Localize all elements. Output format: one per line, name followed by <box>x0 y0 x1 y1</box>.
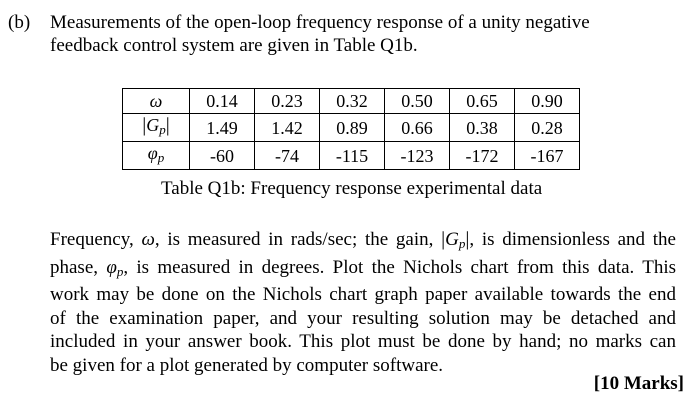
intro-line-2: feedback control system are given in Tab… <box>50 35 418 56</box>
omega-value: 0.50 <box>384 88 450 114</box>
question-intro: Measurements of the open-loop frequency … <box>50 11 684 57</box>
gain-row: |Gp| 1.49 1.42 0.89 0.66 0.38 0.28 <box>122 113 580 142</box>
omega-value: 0.32 <box>319 88 385 114</box>
gain-value: 1.49 <box>189 113 255 142</box>
gain-value: 0.38 <box>449 113 515 142</box>
phase-value: -123 <box>384 141 450 170</box>
table-caption: Table Q1b: Frequency response experiment… <box>161 178 543 199</box>
phase-header: φp <box>122 141 190 170</box>
frequency-response-table: ω 0.14 0.23 0.32 0.50 0.65 0.90 |Gp| 1.4… <box>122 88 580 170</box>
phase-value: -74 <box>254 141 320 170</box>
intro-line-1: Measurements of the open-loop frequency … <box>50 12 590 33</box>
instructions-paragraph: Frequency, ω, is measured in rads/sec; t… <box>50 228 676 377</box>
gain-value: 0.66 <box>384 113 450 142</box>
phase-value: -167 <box>514 141 580 170</box>
gain-header: |Gp| <box>122 113 190 142</box>
omega-value: 0.90 <box>514 88 580 114</box>
body-line-3: work may be done on the Nichols chart gr… <box>50 284 676 305</box>
phase-value: -60 <box>189 141 255 170</box>
gain-value: 0.89 <box>319 113 385 142</box>
omega-value: 0.14 <box>189 88 255 114</box>
body-line-6: be given for a plot generated by compute… <box>50 354 444 376</box>
phase-value: -172 <box>449 141 515 170</box>
body-line-4: of the examination paper, and your resul… <box>50 307 676 329</box>
gain-value: 1.42 <box>254 113 320 142</box>
marks-allocation: [10 Marks] <box>593 373 684 394</box>
omega-row: ω 0.14 0.23 0.32 0.50 0.65 0.90 <box>122 88 580 114</box>
omega-header: ω <box>122 88 190 114</box>
gain-value: 0.28 <box>514 113 580 142</box>
omega-value: 0.65 <box>449 88 515 114</box>
question-label: (b) <box>8 12 31 33</box>
body-line-1: Frequency, ω, is measured in rads/sec; t… <box>50 228 676 251</box>
omega-value: 0.23 <box>254 88 320 114</box>
phase-row: φp -60 -74 -115 -123 -172 -167 <box>122 141 580 170</box>
body-line-2: phase, φp, is measured in degrees. Plot … <box>50 256 676 279</box>
phase-value: -115 <box>319 141 385 170</box>
body-line-5: included in your answer book. This plot … <box>50 331 676 352</box>
